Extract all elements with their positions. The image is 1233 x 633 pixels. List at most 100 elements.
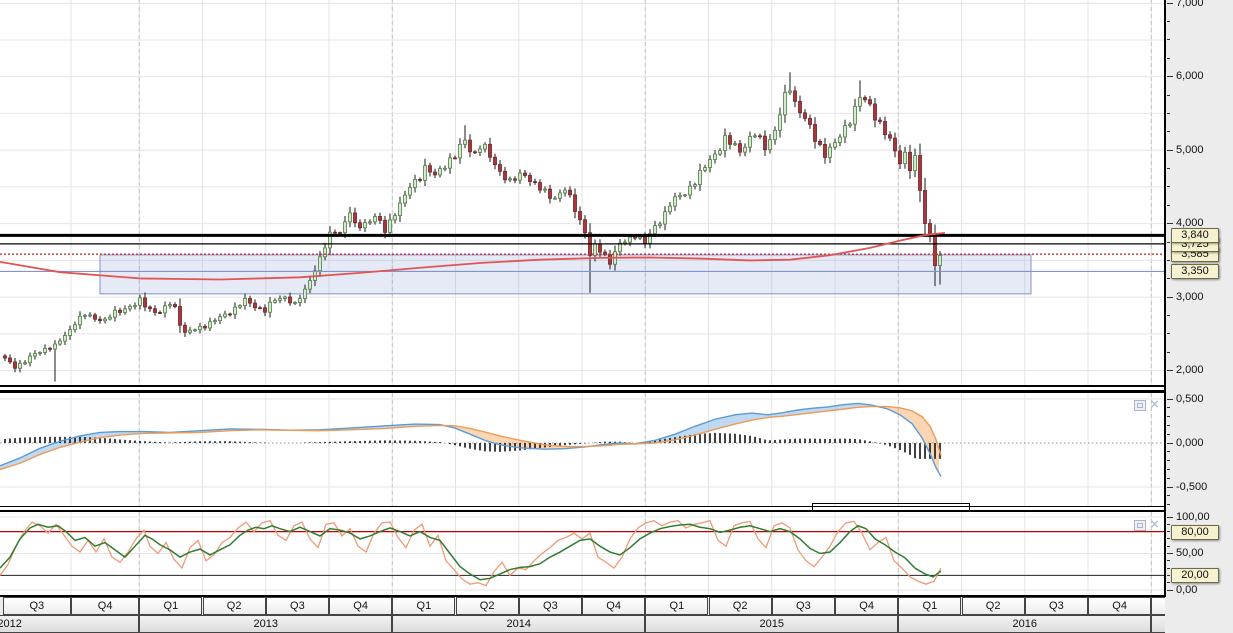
axis-tick <box>1167 57 1170 59</box>
axis-tick <box>1167 553 1173 554</box>
axis-tick-label: 4,000 <box>1176 217 1204 230</box>
macd-panel[interactable] <box>0 393 1165 506</box>
axis-tick <box>1167 495 1170 497</box>
axis-corner <box>1165 597 1233 633</box>
axis-tick <box>1167 131 1170 133</box>
axis-tick <box>1167 398 1173 400</box>
axis-tick <box>1167 582 1170 584</box>
axis-tick-label: 0,00 <box>1176 583 1198 596</box>
axis-tick <box>1167 112 1170 114</box>
axis-tick <box>1167 416 1170 418</box>
macd-panel-controls: ✕ <box>1134 400 1159 411</box>
year-cell: 2016 <box>898 615 1152 633</box>
axis-tick <box>1167 94 1170 96</box>
close-icon[interactable]: ✕ <box>1150 519 1160 531</box>
axis-tick <box>1167 560 1170 562</box>
quarter-cell: Q4 <box>835 597 899 615</box>
quarter-cell: Q3 <box>1024 597 1088 615</box>
axis-tick <box>1167 333 1170 335</box>
restore-window-icon[interactable] <box>1134 400 1146 411</box>
axis-tick <box>1167 486 1173 488</box>
axis-tick <box>1167 531 1170 533</box>
quarter-cell: Q3 <box>518 597 582 615</box>
axis-tick <box>1167 351 1170 353</box>
axis-tick <box>1167 460 1170 462</box>
quarter-cell: Q1 <box>645 597 709 615</box>
panel-divider[interactable] <box>0 510 1165 512</box>
axis-tick <box>1167 574 1170 576</box>
quarter-cell: Q2 <box>455 597 519 615</box>
axis-tick <box>1167 39 1170 41</box>
restore-window-icon[interactable] <box>1134 520 1146 531</box>
quarter-cell: Q2 <box>202 597 266 615</box>
quarter-cell: Q4 <box>71 597 140 615</box>
axis-tick-label: -0,500 <box>1176 480 1208 493</box>
plot-right-border <box>1164 0 1166 597</box>
axis-tick-label: 50,00 <box>1176 547 1204 559</box>
year-cell: 2012 <box>0 615 140 633</box>
selection-rectangle[interactable] <box>812 503 970 512</box>
year-cell: 2014 <box>392 615 646 633</box>
close-icon[interactable]: ✕ <box>1150 399 1160 411</box>
stoch-panel-controls: ✕ <box>1134 520 1159 531</box>
panel-divider[interactable] <box>0 506 1165 507</box>
axis-tick <box>1167 407 1170 409</box>
panel-divider <box>0 595 1165 597</box>
axis-tick-label: 100,00 <box>1176 510 1210 523</box>
quarter-cell: Q4 <box>329 597 393 615</box>
quarter-cell: Q4 <box>1088 597 1152 615</box>
axis-tick <box>1167 186 1170 188</box>
quarter-cell: Q3 <box>2 597 71 615</box>
axis-tick <box>1167 204 1170 206</box>
year-cell: 2015 <box>645 615 899 633</box>
stochastic-panel[interactable] <box>0 512 1165 596</box>
quarter-cell: Q1 <box>139 597 203 615</box>
quarter-cell: Q2 <box>961 597 1025 615</box>
axis-tick <box>1167 424 1170 426</box>
quarter-cell: Q1 <box>898 597 962 615</box>
axis-tick <box>1167 538 1170 540</box>
price-axis[interactable]: 7,000 6,000 5,000 4,000 3,000 2,000 0,500 0,000… <box>1167 0 1233 633</box>
axis-tick <box>1167 477 1170 479</box>
axis-tick-label: 5,000 <box>1176 143 1204 156</box>
axis-tick <box>1167 315 1170 317</box>
price-flag: 20,00 <box>1171 568 1219 584</box>
axis-tick <box>1167 433 1170 435</box>
price-panel[interactable] <box>0 0 1165 386</box>
axis-tick <box>1167 296 1173 298</box>
quarter-cell: Q1 <box>392 597 456 615</box>
axis-tick <box>1167 241 1170 243</box>
axis-tick <box>1167 504 1170 506</box>
axis-tick <box>1167 370 1173 372</box>
axis-tick <box>1167 567 1170 569</box>
axis-tick <box>1167 451 1170 453</box>
axis-tick <box>1167 168 1170 170</box>
axis-tick <box>1167 223 1173 225</box>
axis-tick-label: 6,000 <box>1176 70 1204 83</box>
time-axis-years[interactable]: 2012 2013 2014 2015 2016 <box>0 615 1165 633</box>
quarter-cell: Q4 <box>582 597 646 615</box>
axis-tick <box>1167 149 1173 151</box>
axis-tick <box>1167 545 1170 547</box>
axis-tick <box>1167 2 1173 4</box>
price-flag: 3,350 <box>1171 264 1219 280</box>
panel-divider[interactable] <box>0 385 1165 387</box>
time-axis-quarters[interactable]: Q3 Q4 Q1 Q2 Q3 Q4 Q1 Q2 Q3 Q4 Q1 Q2 Q3 Q4 Q1 Q2 Q3 Q4 <box>0 597 1165 615</box>
axis-tick <box>1167 278 1170 280</box>
year-cell: 2013 <box>139 615 393 633</box>
axis-tick <box>1167 468 1170 470</box>
axis-tick <box>1167 76 1173 78</box>
axis-tick <box>1167 259 1170 261</box>
axis-tick <box>1167 21 1170 23</box>
axis-tick <box>1167 516 1173 518</box>
price-flag: 80,00 <box>1171 524 1219 540</box>
axis-tick <box>1167 589 1173 591</box>
panel-divider[interactable] <box>0 390 1165 393</box>
quarter-cell: Q2 <box>708 597 772 615</box>
axis-tick-label: 3,000 <box>1176 290 1204 303</box>
quarter-cell <box>1151 597 1165 615</box>
quarter-cell: Q3 <box>771 597 835 615</box>
axis-tick <box>1167 523 1170 525</box>
axis-tick-label: 0,500 <box>1176 392 1204 405</box>
